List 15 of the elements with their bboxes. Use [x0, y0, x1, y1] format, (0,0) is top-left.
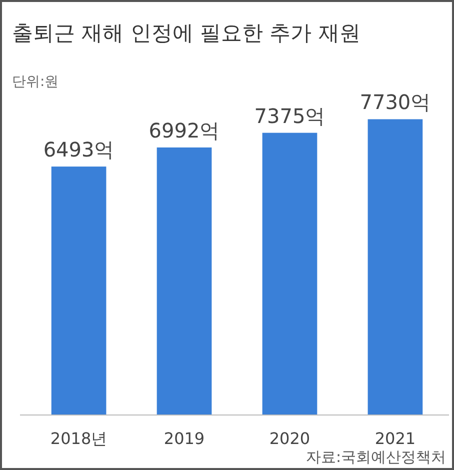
- x-tick-label: 2021: [374, 429, 416, 448]
- data-label: 6992억: [148, 118, 220, 142]
- bar: [368, 119, 423, 415]
- x-tick-label: 2019: [164, 429, 205, 448]
- bar: [51, 166, 106, 415]
- data-label: 6493억: [43, 138, 114, 162]
- chart-title: 출퇴근 재해 인정에 필요한 추가 재원: [12, 21, 360, 45]
- x-tick-label: 2018년: [50, 429, 108, 448]
- x-tick-label: 2020: [269, 429, 310, 448]
- data-label: 7730억: [360, 90, 431, 114]
- bar: [262, 132, 318, 415]
- bar: [156, 147, 212, 415]
- text: 자료:국회예산정책처: [306, 448, 446, 466]
- chart-subtitle: 단위:원: [12, 74, 59, 90]
- data-label: 7375억: [254, 104, 326, 128]
